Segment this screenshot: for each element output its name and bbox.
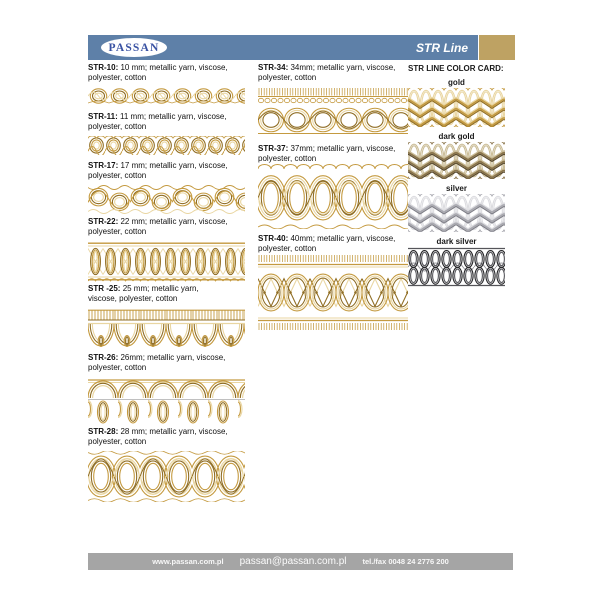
line-label: STR Line <box>415 40 468 55</box>
product-desc-text: 26mm; metallic yarn, viscose, polyester,… <box>88 353 226 372</box>
product-code: STR-10: <box>88 63 119 72</box>
product-str-40: STR-40: 40mm; metallic yarn, viscose, po… <box>258 234 408 331</box>
product-str-17: STR-17: 17 mm; metallic yarn, viscose, p… <box>88 161 245 214</box>
product-description: STR-10: 10 mm; metallic yarn, viscose, p… <box>88 63 228 83</box>
product-desc-text: 34mm; metallic yarn, viscose, polyester,… <box>258 63 396 82</box>
product-code: STR-40: <box>258 234 289 243</box>
phone-number: tel./fax 0048 24 2776 200 <box>362 557 449 566</box>
product-str-11: STR-11: 11 mm; metallic yarn, viscose, p… <box>88 112 245 155</box>
braid-sample-str-26 <box>88 376 245 424</box>
product-code: STR-22: <box>88 217 119 226</box>
product-code: STR-34: <box>258 63 289 72</box>
header-accent-square <box>479 35 515 60</box>
product-desc-text: 10 mm; metallic yarn, viscose, polyester… <box>88 63 228 82</box>
email-link[interactable]: passan@passan.com.pl <box>239 556 347 567</box>
color-label: dark gold <box>438 132 475 141</box>
footer-bar: www.passan.com.pl passan@passan.com.pl t… <box>88 553 513 570</box>
braid-sample-str-37 <box>258 163 408 229</box>
color-card-sample-silver: silver <box>408 184 505 232</box>
braid-sample-str-10 <box>88 86 245 105</box>
color-card-sample-dark-silver: dark silver <box>408 237 505 287</box>
product-str-37: STR-37: 37mm; metallic yarn, viscose, po… <box>258 144 408 229</box>
braid-sample-gold <box>408 88 505 127</box>
color-label: gold <box>448 78 465 87</box>
passan-logo-text: PASSAN <box>108 41 160 54</box>
product-desc-text: 37mm; metallic yarn, viscose, polyester,… <box>258 144 396 163</box>
braid-sample-silver <box>408 194 505 232</box>
braid-sample-dark-silver <box>408 247 505 287</box>
product-description: STR-11: 11 mm; metallic yarn, viscose, p… <box>88 112 228 132</box>
product-code: STR -25: <box>88 284 121 293</box>
color-label: silver <box>446 184 467 193</box>
product-code: STR-11: <box>88 112 118 121</box>
product-description: STR-37: 37mm; metallic yarn, viscose, po… <box>258 144 398 164</box>
product-description: STR-26: 26mm; metallic yarn, viscose, po… <box>88 353 228 373</box>
product-desc-text: 40mm; metallic yarn, viscose, polyester,… <box>258 234 396 253</box>
braid-sample-str-34 <box>258 86 408 135</box>
product-desc-text: 25 mm; metallic yarn, viscose, polyester… <box>88 284 199 303</box>
product-desc-text: 22 mm; metallic yarn, viscose, polyester… <box>88 217 228 236</box>
color-card-sample-dark-gold: dark gold <box>408 132 505 179</box>
product-description: STR-22: 22 mm; metallic yarn, viscose, p… <box>88 217 228 237</box>
product-description: STR-17: 17 mm; metallic yarn, viscose, p… <box>88 161 228 181</box>
product-code: STR-17: <box>88 161 119 170</box>
braid-sample-str-22 <box>88 240 245 282</box>
braid-sample-str-17 <box>88 184 245 214</box>
color-card-sample-gold: gold <box>408 78 505 127</box>
product-description: STR-34: 34mm; metallic yarn, viscose, po… <box>258 63 398 83</box>
product-str-25: STR -25: 25 mm; metallic yarn, viscose, … <box>88 284 245 348</box>
braid-sample-dark-gold <box>408 142 505 179</box>
product-str-26: STR-26: 26mm; metallic yarn, viscose, po… <box>88 353 245 424</box>
website-link[interactable]: www.passan.com.pl <box>152 557 224 566</box>
product-description: STR-28: 28 mm; metallic yarn, viscose, p… <box>88 427 228 447</box>
product-str-22: STR-22: 22 mm; metallic yarn, viscose, p… <box>88 217 245 282</box>
color-card-section: STR LINE COLOR CARD: gold dark gold silv… <box>408 64 505 287</box>
product-str-28: STR-28: 28 mm; metallic yarn, viscose, p… <box>88 427 245 502</box>
braid-sample-str-40 <box>258 253 408 331</box>
product-str-34: STR-34: 34mm; metallic yarn, viscose, po… <box>258 63 408 135</box>
braid-sample-str-25 <box>88 307 245 348</box>
product-code: STR-26: <box>88 353 119 362</box>
passan-logo: PASSAN <box>101 38 167 57</box>
braid-sample-str-11 <box>88 135 245 155</box>
product-description: STR-40: 40mm; metallic yarn, viscose, po… <box>258 234 398 254</box>
product-code: STR-28: <box>88 427 119 436</box>
product-code: STR-37: <box>258 144 289 153</box>
braid-sample-str-28 <box>88 450 245 502</box>
color-label: dark silver <box>436 237 477 246</box>
product-desc-text: 11 mm; metallic yarn, viscose, polyester… <box>88 112 227 131</box>
header-bar: PASSAN STR Line <box>88 35 478 60</box>
color-card-title: STR LINE COLOR CARD: <box>408 64 504 73</box>
product-desc-text: 17 mm; metallic yarn, viscose, polyester… <box>88 161 228 180</box>
product-str-10: STR-10: 10 mm; metallic yarn, viscose, p… <box>88 63 245 105</box>
product-description: STR -25: 25 mm; metallic yarn, viscose, … <box>88 284 228 304</box>
product-desc-text: 28 mm; metallic yarn, viscose, polyester… <box>88 427 228 446</box>
